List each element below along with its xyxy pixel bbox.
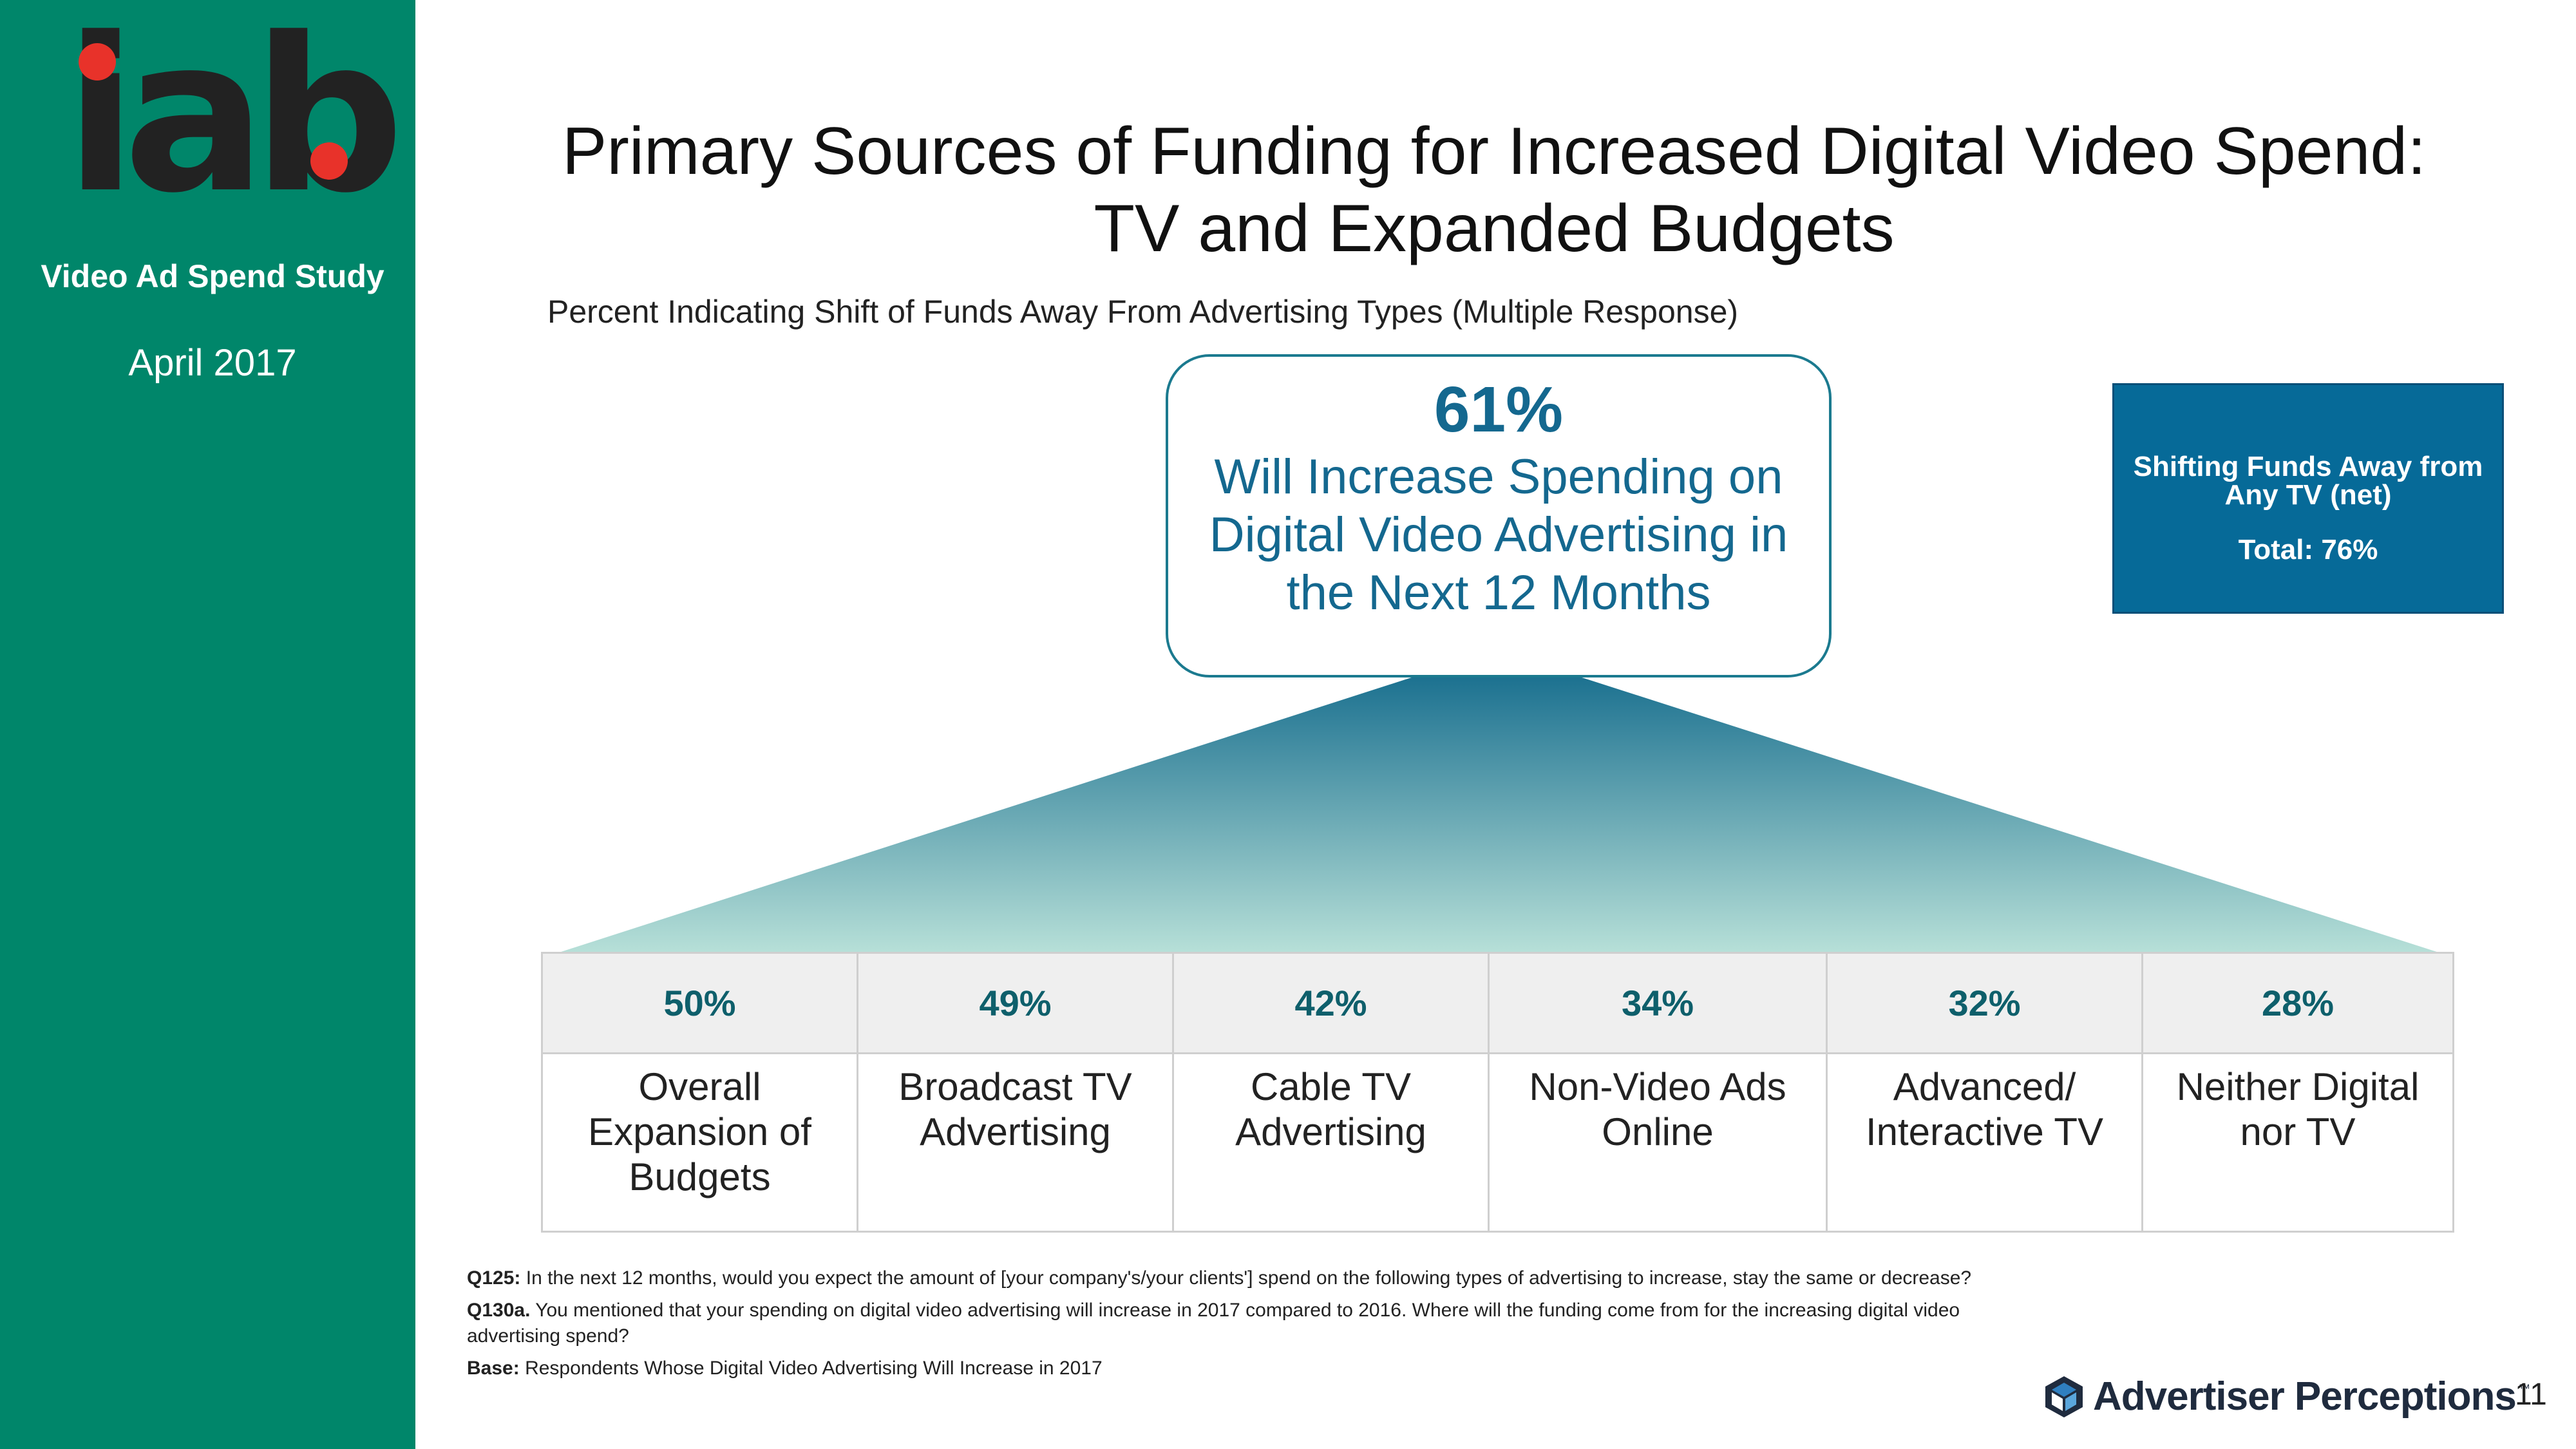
slide-title-line-2: TV and Expanded Budgets [1094,191,1895,266]
increase-spending-callout: 61% Will Increase Spending on Digital Vi… [1166,354,1832,677]
callout-text: Will Increase Spending on Digital Video … [1209,450,1788,620]
footnote-q130a-text: You mentioned that your spending on digi… [467,1300,1960,1347]
slide-subtitle: Percent Indicating Shift of Funds Away F… [547,294,1739,330]
percent-value: 34% [1488,952,1828,1054]
category-label: Advanced/ Interactive TV [1826,1052,2143,1233]
footnote-q130a-label: Q130a. [467,1300,531,1321]
advertiser-perceptions-text: Advertiser Perceptions [2093,1374,2517,1419]
trademark-symbol: ™ [2518,1382,2530,1395]
net-tv-label: Shifting Funds Away from Any TV (net) [2133,451,2483,511]
percent-value: 50% [541,952,858,1054]
footnote-q130a: Q130a. You mentioned that your spending … [467,1298,2012,1349]
callout-percent: 61% [1434,374,1564,446]
category-label: Non-Video Ads Online [1488,1052,1828,1233]
net-tv-box: Shifting Funds Away from Any TV (net) To… [2112,383,2504,614]
label-row: Overall Expansion of Budgets Broadcast TV… [541,1052,2454,1233]
percent-row: 50% 49% 42% 34% 32% 28% [541,952,2454,1054]
category-label: Overall Expansion of Budgets [541,1052,858,1233]
iab-logo-period-icon [310,142,348,180]
iab-logo-text: iab [64,0,404,240]
percent-value: 28% [2141,952,2454,1054]
page-number: 11 [2515,1378,2547,1412]
category-label: Cable TV Advertising [1172,1052,1490,1233]
slide-title: Primary Sources of Funding for Increased… [554,113,2434,267]
footnote-base: Base: Respondents Whose Digital Video Ad… [467,1356,2012,1381]
iab-logo: iab [64,10,404,222]
advertiser-perceptions-logo: Advertiser Perceptions ™ [2041,1370,2530,1422]
cube-icon [2045,1376,2083,1417]
study-date: April 2017 [128,342,297,384]
category-label: Broadcast TV Advertising [857,1052,1174,1233]
slide-title-line-1: Primary Sources of Funding for Increased… [562,114,2427,189]
footnote-q125: Q125: In the next 12 months, would you e… [467,1265,2012,1291]
funnel-triangle [557,676,2441,953]
funding-sources-table: 50% 49% 42% 34% 32% 28% Overall Expansion of … [541,952,2454,1233]
net-tv-total: Total: 76% [2238,534,2378,565]
percent-value: 49% [857,952,1174,1054]
footnote-q125-text: In the next 12 months, would you expect … [526,1267,1972,1289]
iab-logo-dot-icon [79,43,116,80]
footnote-base-text: Respondents Whose Digital Video Advertis… [525,1358,1103,1379]
study-name: Video Ad Spend Study [41,258,384,294]
footnote-q125-label: Q125: [467,1267,521,1289]
footnotes: Q125: In the next 12 months, would you e… [467,1265,2012,1388]
category-label: Neither Digital nor TV [2141,1052,2454,1233]
percent-value: 32% [1826,952,2143,1054]
sidebar: iab Video Ad Spend Study April 2017 [0,0,415,1449]
percent-value: 42% [1172,952,1490,1054]
footnote-base-label: Base: [467,1358,520,1379]
